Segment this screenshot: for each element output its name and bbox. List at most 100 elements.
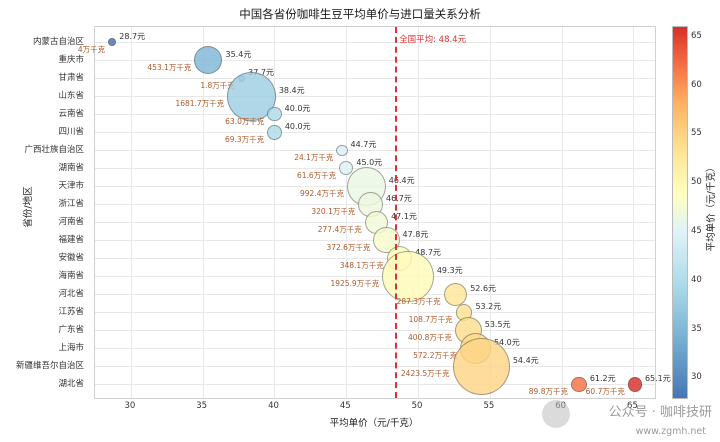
bubble-import-label: 400.8万千克 xyxy=(407,333,452,343)
bubble-price-label: 47.8元 xyxy=(402,230,429,240)
bubble-point[interactable] xyxy=(227,72,276,121)
colorbar-tick-label: 30 xyxy=(691,372,702,383)
bubble-point[interactable] xyxy=(108,38,117,47)
grid-line-horizontal xyxy=(95,132,655,134)
y-tick-label: 浙江省 xyxy=(58,199,84,210)
bubble-import-label: 69.3万千克 xyxy=(224,135,265,145)
bubble-import-label: 1681.7万千克 xyxy=(175,99,225,109)
grid-line-horizontal xyxy=(95,258,655,260)
bubble-price-label: 54.4元 xyxy=(512,356,539,366)
bubble-price-label: 38.4元 xyxy=(278,86,305,96)
bubble-point[interactable] xyxy=(627,377,642,392)
colorbar-ticks: 30 35 40 45 50 55 60 65 xyxy=(688,26,718,397)
grid-line-vertical xyxy=(346,27,348,398)
y-tick-label: 江苏省 xyxy=(58,307,84,318)
grid-line-horizontal xyxy=(95,42,655,44)
grid-line-horizontal xyxy=(95,78,655,80)
y-axis-label: 省份/地区 xyxy=(23,186,34,228)
bubble-import-label: 24.1万千克 xyxy=(294,153,334,163)
grid-line-horizontal xyxy=(95,294,655,296)
bubble-import-label: 277.4万千克 xyxy=(317,225,362,235)
bubble-price-label: 48.7元 xyxy=(415,248,441,258)
average-line xyxy=(395,27,398,398)
grid-line-vertical xyxy=(274,27,276,398)
colorbar-tick-label: 45 xyxy=(691,226,702,237)
bubble-price-label: 47.1元 xyxy=(391,212,417,222)
bubble-import-label: 348.1万千克 xyxy=(339,261,384,271)
x-tick-label: 65 xyxy=(627,401,638,411)
bubble-import-label: 320.1万千克 xyxy=(311,207,356,217)
y-tick-label: 四川省 xyxy=(58,127,84,138)
bubble-import-label: 453.1万千克 xyxy=(147,63,192,73)
plot-area: 28.7元 4万千克 35.4元 453.1万千克 37.7元 1.8万千克 38.4元 16… xyxy=(78,26,671,399)
y-tick-label: 广东省 xyxy=(58,325,84,336)
bubble-import-label: 63.0万千克 xyxy=(225,117,265,127)
bubble-price-label: 54.0元 xyxy=(493,338,520,348)
y-axis-tick-labels: 内蒙古自治区 重庆市 甘肃省 山东省 云南省 四川省 广西壮族自治区 湖南省 天津市 浙江省 河南省… xyxy=(0,26,90,397)
bubble-point[interactable] xyxy=(267,125,282,140)
bubble-import-label: 108.7万千克 xyxy=(408,315,453,325)
bubble-import-label: 1925.9万千克 xyxy=(330,279,380,289)
grid-line-horizontal xyxy=(95,348,655,350)
bubble-point[interactable] xyxy=(336,144,348,156)
average-line-label: 全国平均: 48.4元 xyxy=(399,35,467,45)
x-tick-label: 55 xyxy=(483,401,495,411)
chart-title: 中国各省份咖啡生豆平均单价与进口量关系分析 xyxy=(239,7,481,21)
x-tick-label: 50 xyxy=(411,401,423,411)
y-tick-label: 内蒙古自治区 xyxy=(32,37,84,48)
grid-line-horizontal xyxy=(95,96,655,98)
watermark-site: www.zgmh.net xyxy=(635,426,706,437)
bubble-import-label: 287.3万千克 xyxy=(396,297,441,307)
bubble-price-label: 35.4元 xyxy=(225,50,252,60)
x-tick-label: 45 xyxy=(339,401,351,411)
bubble-point[interactable] xyxy=(570,376,587,393)
bubble-point[interactable] xyxy=(194,46,223,75)
bubble-point[interactable] xyxy=(267,107,282,122)
y-tick-label: 山东省 xyxy=(58,91,84,102)
grid-line-vertical xyxy=(202,27,204,398)
grid-line-vertical xyxy=(489,27,491,398)
y-tick-label: 广西壮族自治区 xyxy=(24,145,84,156)
grid-line-horizontal xyxy=(95,150,655,152)
bubble-price-label: 53.5元 xyxy=(484,320,511,330)
grid-line-horizontal xyxy=(95,384,655,386)
watermark-text: 公众号 · 咖啡技研 xyxy=(608,405,712,420)
bubble-price-label: 40.0元 xyxy=(284,122,311,132)
x-tick-label: 40 xyxy=(268,401,279,411)
colorbar-tick-label: 35 xyxy=(691,323,702,334)
bubble-import-label: 2423.5万千克 xyxy=(400,369,450,379)
bubble-import-label: 89.8万千克 xyxy=(528,387,568,397)
grid-line-vertical xyxy=(633,27,635,398)
colorbar-tick-label: 55 xyxy=(691,128,702,139)
bubble-price-label: 65.1元 xyxy=(644,374,671,384)
bubble-point[interactable] xyxy=(452,337,510,396)
grid-line-vertical xyxy=(130,27,132,398)
bubble-price-label: 49.3元 xyxy=(436,266,463,276)
bubble-price-label: 40.0元 xyxy=(284,104,311,114)
x-axis-label: 平均单价（元/千克） xyxy=(329,418,419,429)
bubble-point[interactable] xyxy=(339,161,354,176)
y-tick-label: 安徽省 xyxy=(58,253,84,264)
colorbar-tick-label: 40 xyxy=(691,274,702,285)
bubble-point[interactable] xyxy=(443,282,468,307)
y-tick-label: 河南省 xyxy=(58,217,84,228)
grid-line-horizontal xyxy=(95,312,655,314)
bubble-price-label: 61.2元 xyxy=(589,374,616,384)
y-tick-label: 湖南省 xyxy=(58,163,84,174)
y-tick-label: 甘肃省 xyxy=(58,73,84,84)
y-tick-label: 河北省 xyxy=(58,289,84,300)
y-tick-label: 福建省 xyxy=(58,235,84,246)
colorbar xyxy=(672,26,688,399)
bubble-import-label: 4万千克 xyxy=(77,45,106,55)
colorbar-tick-label: 60 xyxy=(691,79,702,90)
bubble-import-label: 372.6万千克 xyxy=(326,243,371,253)
bubble-import-label: 1.8万千克 xyxy=(200,81,235,91)
colorbar-tick-label: 50 xyxy=(691,177,702,188)
grid-line-vertical xyxy=(418,27,420,398)
y-tick-label: 重庆市 xyxy=(58,55,84,66)
y-tick-label: 云南省 xyxy=(58,109,84,120)
bubble-price-label: 52.6元 xyxy=(470,284,497,294)
y-tick-label: 海南省 xyxy=(58,271,84,282)
bubble-point[interactable] xyxy=(382,250,434,303)
